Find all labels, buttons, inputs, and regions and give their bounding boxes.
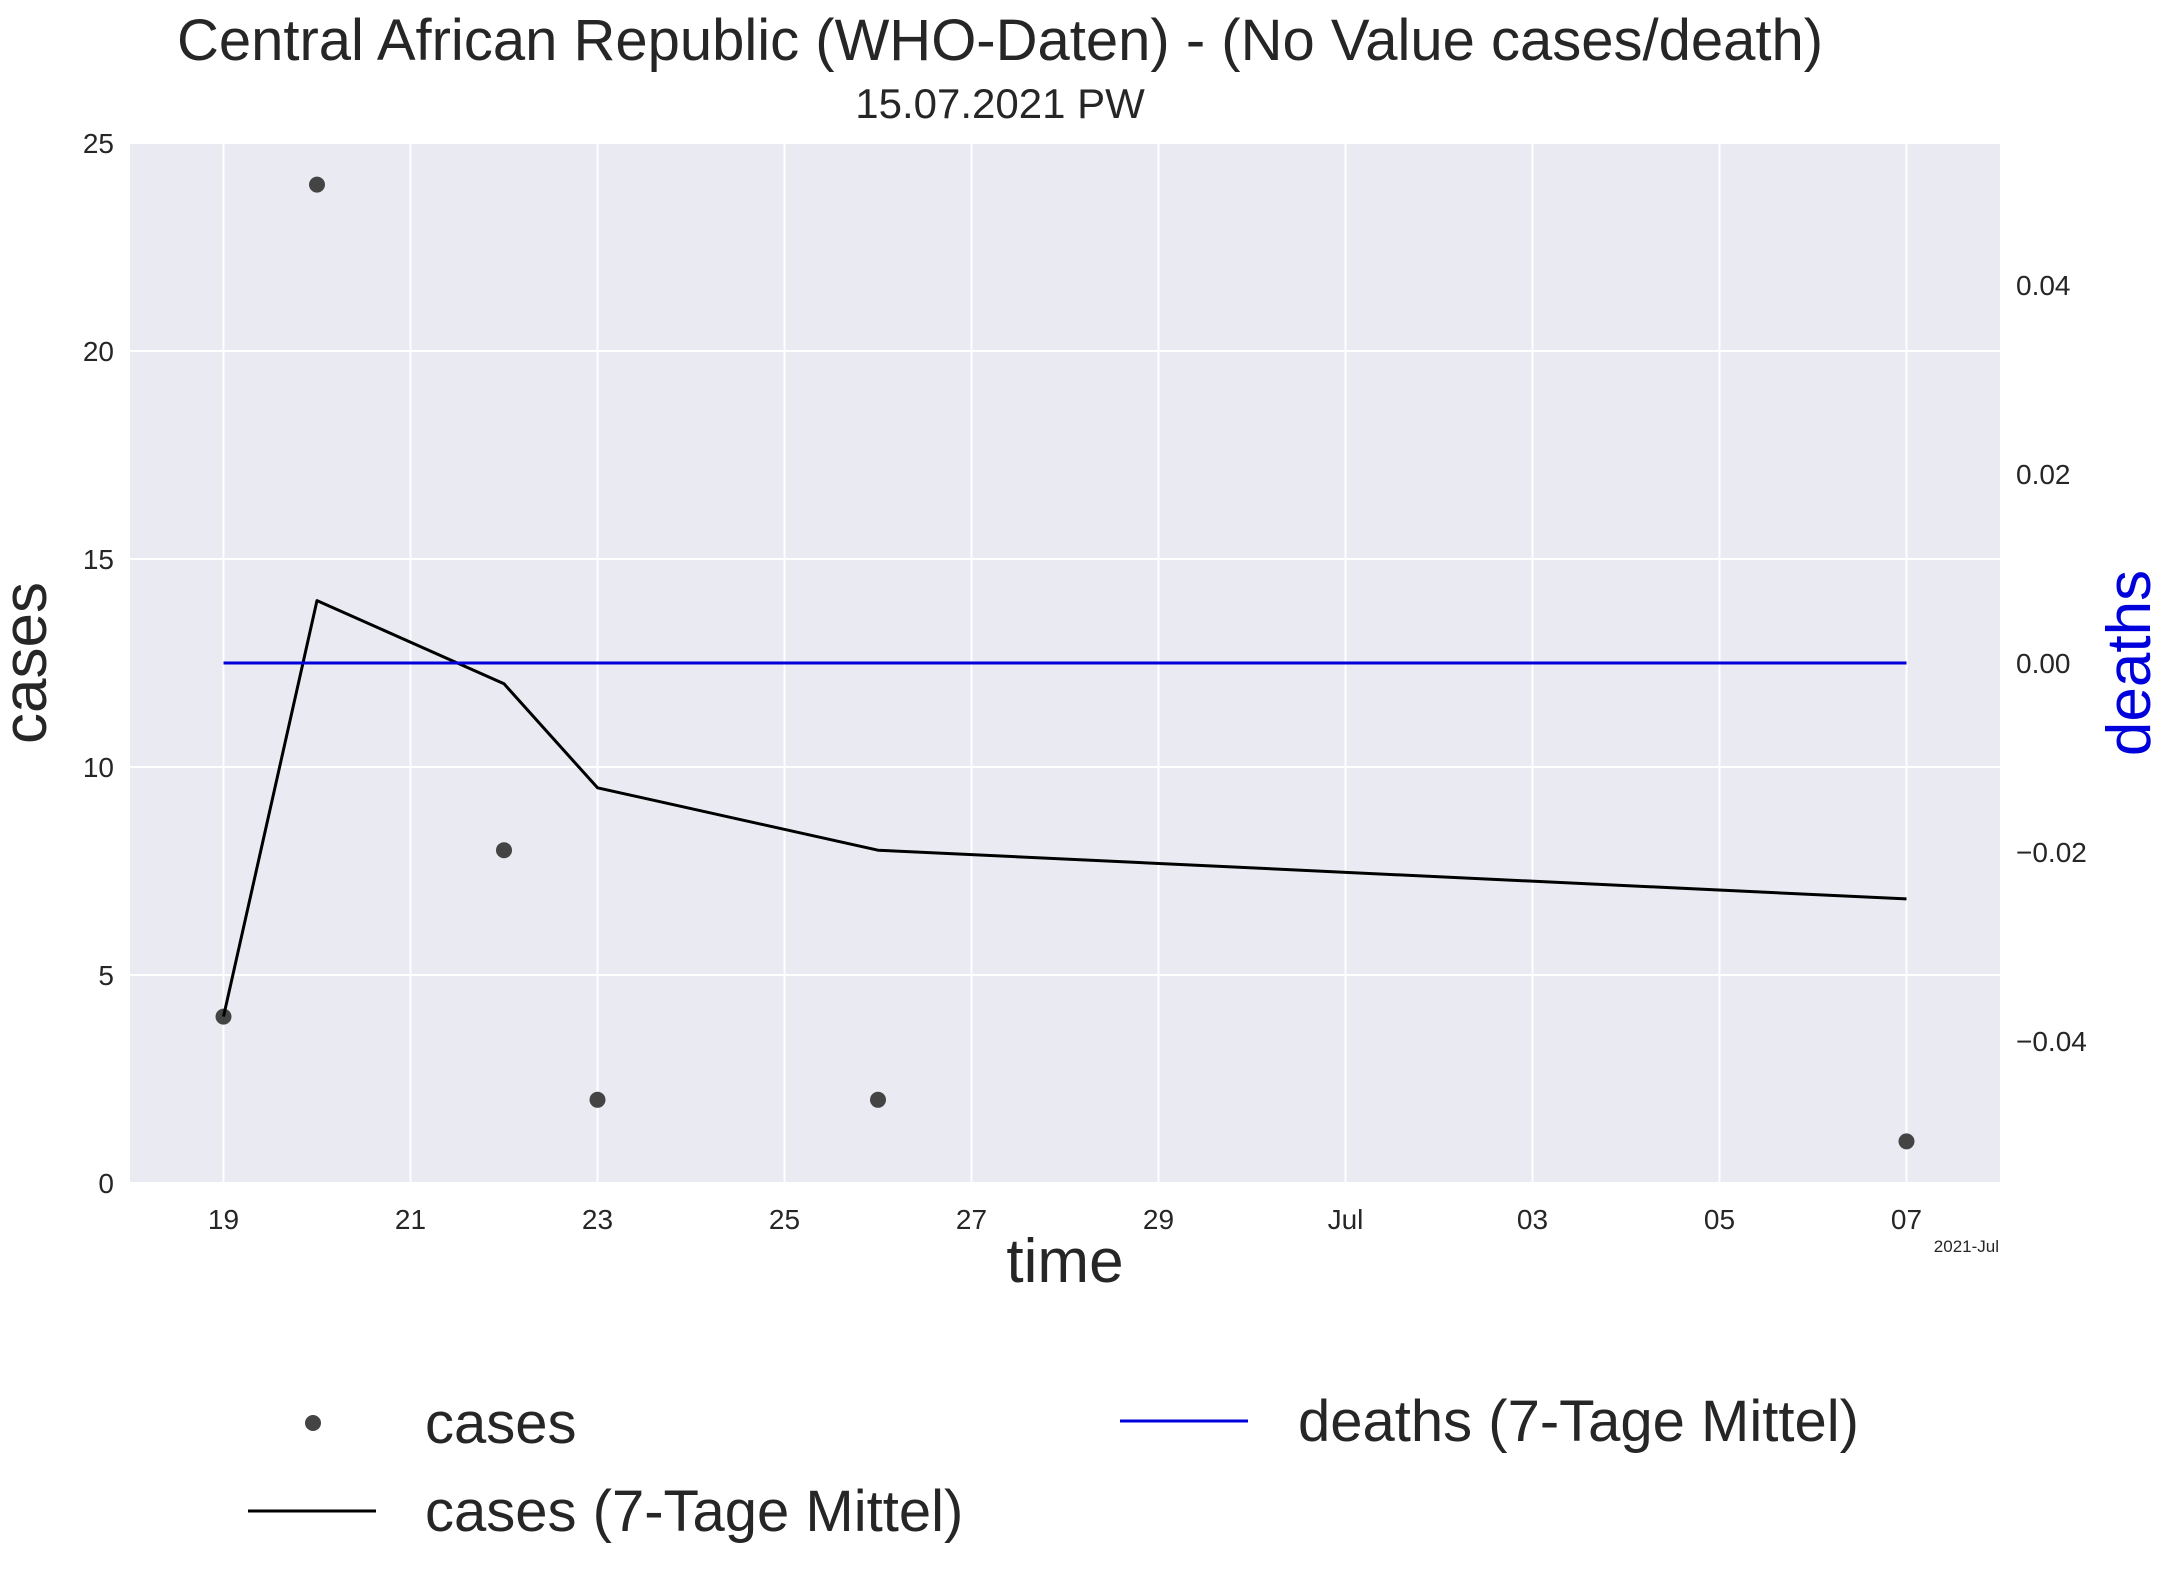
cases-point: [589, 1091, 606, 1108]
cases-point: [870, 1091, 886, 1108]
chart-title: Central African Republic (WHO-Daten) - (…: [177, 8, 1823, 73]
legend-label-cases: cases: [425, 1391, 577, 1456]
legend-label-cases-avg: cases (7-Tage Mittel): [425, 1479, 963, 1544]
x-axis-label: time: [1006, 1227, 1123, 1296]
x-tick-label: 05: [1704, 1204, 1735, 1235]
cases-point: [309, 176, 325, 193]
y-axis-label-right: deaths: [2095, 570, 2163, 756]
cases-avg-line: [222, 599, 1907, 1017]
right-y-tick-label: −0.02: [2016, 837, 2087, 868]
legend-marker-cases: [305, 1415, 321, 1431]
left-y-tick-label: 10: [83, 752, 114, 783]
left-y-ticks: 0 5 10 15 20 25: [83, 128, 114, 1199]
x-tick-label: Jul: [1328, 1204, 1364, 1235]
x-ticks: 19 21 23 25 27 29 Jul 03 05 07: [208, 1204, 1922, 1235]
chart-subtitle: 15.07.2021 PW: [855, 80, 1145, 127]
right-y-ticks: −0.04 −0.02 0.00 0.02 0.04: [2016, 270, 2087, 1057]
right-y-tick-label: 0.02: [2016, 459, 2071, 490]
x-tick-label: 27: [956, 1204, 987, 1235]
x-tick-label: 19: [208, 1204, 239, 1235]
left-y-tick-label: 0: [98, 1168, 114, 1199]
cases-point: [1898, 1133, 1915, 1150]
series-layer: [215, 176, 1915, 1150]
left-y-tick-label: 25: [83, 128, 114, 159]
legend: cases cases (7-Tage Mittel) deaths (7-Ta…: [248, 1389, 1859, 1544]
x-tick-label: 07: [1891, 1204, 1922, 1235]
x-tick-label: 03: [1517, 1204, 1548, 1235]
x-tick-label: 29: [1143, 1204, 1174, 1235]
left-y-tick-label: 5: [98, 960, 114, 991]
cases-point: [496, 842, 512, 859]
x-tick-label: 23: [582, 1204, 613, 1235]
right-y-tick-label: 0.04: [2016, 270, 2071, 301]
legend-label-deaths-avg: deaths (7-Tage Mittel): [1298, 1389, 1859, 1454]
right-y-tick-label: −0.04: [2016, 1026, 2087, 1057]
left-y-tick-label: 15: [83, 544, 114, 575]
y-axis-label-left: cases: [0, 582, 60, 744]
x-tick-label: 25: [769, 1204, 800, 1235]
x-tick-label: 21: [395, 1204, 426, 1235]
x-offset-label: 2021-Jul: [1934, 1237, 1999, 1256]
right-y-tick-label: 0.00: [2016, 648, 2071, 679]
left-y-tick-label: 20: [83, 336, 114, 367]
